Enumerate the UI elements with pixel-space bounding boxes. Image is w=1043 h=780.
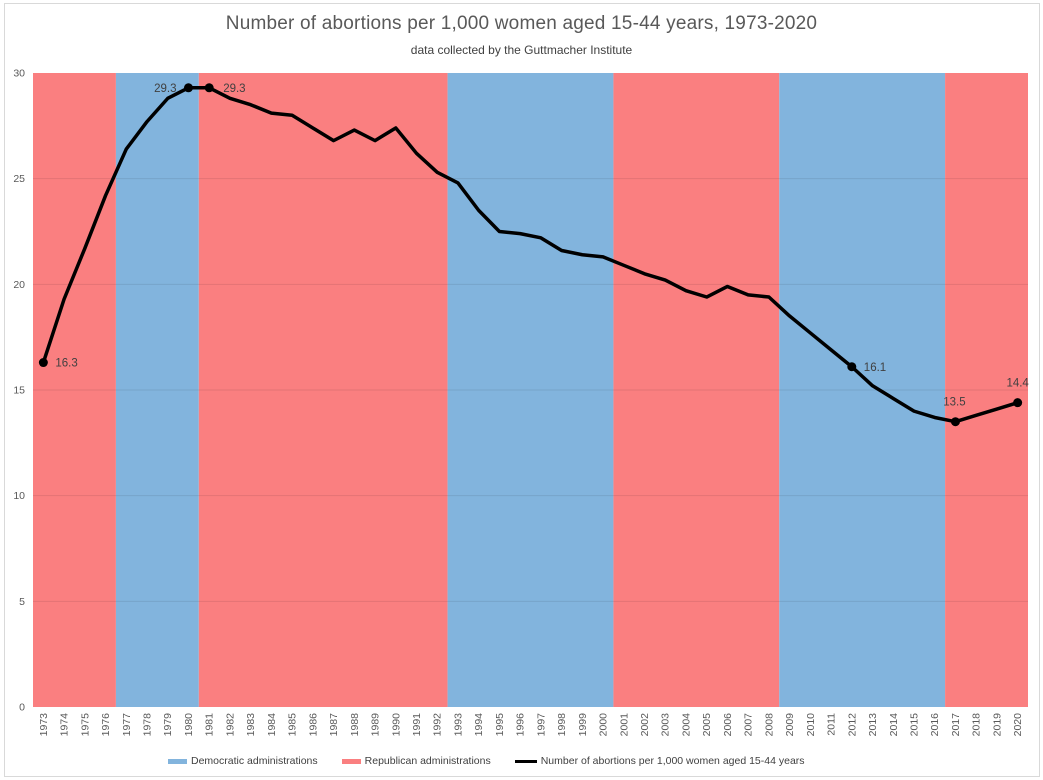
y-axis-tick-label: 20 [13, 279, 25, 291]
x-axis-tick-label: 1997 [535, 713, 547, 737]
x-axis-tick-label: 1976 [100, 713, 112, 737]
x-axis-tick-label: 2008 [763, 713, 775, 737]
x-axis-tick-label: 1990 [390, 713, 402, 737]
x-axis-tick-label: 1989 [370, 713, 382, 737]
data-point-marker [204, 83, 214, 93]
data-point-marker [183, 83, 193, 93]
x-axis-tick-label: 2003 [660, 713, 672, 737]
x-axis-tick-label: 1977 [121, 713, 133, 737]
y-axis-tick-label: 0 [19, 702, 25, 714]
x-axis-tick-label: 2011 [826, 713, 838, 736]
legend-label-line: Number of abortions per 1,000 women aged… [540, 755, 805, 767]
x-axis-tick-label: 1973 [38, 713, 50, 737]
x-axis-tick-label: 1983 [245, 713, 257, 737]
y-axis-tick-label: 5 [19, 596, 25, 608]
x-axis-tick-label: 1994 [473, 713, 485, 737]
band-republican [33, 73, 116, 707]
band-republican [613, 73, 780, 707]
data-point-marker [1013, 398, 1023, 408]
x-axis-tick-label: 1982 [224, 713, 236, 737]
data-point-label: 29.3 [154, 83, 176, 95]
x-axis-tick-label: 2018 [971, 713, 983, 737]
data-point-label: 14.4 [1006, 378, 1029, 390]
x-axis-tick-label: 1981 [204, 713, 216, 737]
legend-item-line: Number of abortions per 1,000 women aged… [514, 755, 805, 767]
x-axis-tick-label: 2020 [1012, 713, 1024, 737]
x-axis-tick-label: 1992 [432, 713, 444, 737]
x-axis-tick-label: 2013 [867, 713, 879, 737]
x-axis-tick-label: 2015 [908, 713, 920, 737]
democratic-band-swatch-icon [168, 758, 187, 764]
band-republican [198, 73, 448, 707]
data-point-marker [950, 417, 960, 427]
x-axis-tick-label: 2005 [701, 713, 713, 737]
x-axis-tick-label: 1987 [328, 713, 340, 737]
y-axis-tick-label: 25 [13, 173, 25, 185]
y-axis-tick-label: 15 [13, 385, 25, 397]
data-point-label: 16.1 [864, 362, 886, 374]
chart-subtitle: data collected by the Guttmacher Institu… [410, 43, 633, 57]
band-democratic [115, 73, 199, 707]
x-axis-tick-label: 2000 [598, 713, 610, 737]
x-axis-tick-label: 2006 [722, 713, 734, 737]
x-axis-tick-label: 2002 [639, 713, 651, 737]
chart-plot-area: 0 5 10 15 20 25 30 1973 1974 1975 1976 1977 1978 1979… [13, 68, 1029, 737]
x-axis-tick-label: 1988 [349, 713, 361, 737]
x-axis-tick-label: 2010 [805, 713, 817, 737]
legend: Democratic administrations Republican ad… [168, 752, 805, 770]
x-axis-tick-label: 1993 [452, 713, 464, 737]
x-axis-tick-label: 1999 [577, 713, 589, 737]
x-axis-tick-label: 1984 [266, 713, 278, 737]
data-point-label: 16.3 [55, 358, 77, 370]
y-axis-tick-label: 30 [13, 68, 25, 80]
x-axis-tick-label: 2007 [743, 713, 755, 737]
band-democratic [779, 73, 946, 707]
line-swatch-icon [514, 759, 537, 763]
x-axis-tick-label: 1985 [287, 713, 299, 737]
x-axis-tick-label: 1978 [142, 713, 154, 737]
data-point-marker [38, 358, 48, 368]
x-axis-tick-label: 1975 [79, 713, 91, 737]
x-axis-tick-label: 1998 [556, 713, 568, 737]
y-axis-tick-label: 10 [13, 490, 25, 502]
republican-band-swatch-icon [341, 758, 361, 764]
x-axis-tick-label: 2009 [784, 713, 796, 737]
x-axis-tick-label: 1991 [411, 713, 423, 737]
band-republican [945, 73, 1028, 707]
x-axis-tick-label: 1995 [494, 713, 506, 737]
x-axis-tick-label: 2019 [991, 713, 1003, 737]
x-axis-tick-label: 1980 [183, 713, 195, 737]
x-axis-tick-label: 2001 [618, 713, 630, 737]
legend-label-democratic: Democratic administrations [191, 755, 318, 767]
x-axis-tick-label: 2016 [929, 713, 941, 737]
x-axis-tick-label: 2004 [680, 713, 692, 737]
data-point-marker [847, 362, 857, 372]
legend-item-democratic: Democratic administrations [168, 755, 318, 767]
band-democratic [447, 73, 614, 707]
legend-label-republican: Republican administrations [364, 755, 491, 767]
x-axis-tick-label: 1986 [307, 713, 319, 737]
data-point-label: 29.3 [223, 83, 245, 95]
x-axis-tick-label: 1974 [59, 713, 71, 737]
legend-item-republican: Republican administrations [341, 755, 491, 767]
x-axis-tick-label: 2014 [888, 713, 900, 737]
x-axis-tick-label: 1996 [515, 713, 527, 737]
x-axis-tick-label: 1979 [162, 713, 174, 737]
data-point-label: 13.5 [943, 397, 965, 409]
x-axis-tick-label: 2012 [846, 713, 858, 737]
chart-title: Number of abortions per 1,000 women aged… [225, 13, 818, 34]
x-axis-tick-label: 2017 [950, 713, 962, 737]
